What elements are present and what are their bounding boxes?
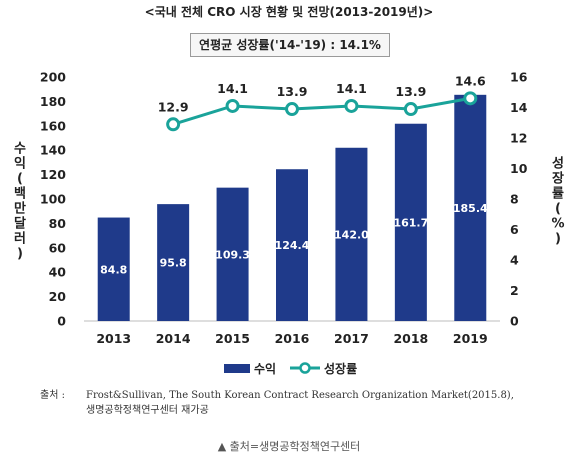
y2-tick-16: 16 — [510, 70, 528, 85]
y-tick-180: 180 — [40, 94, 66, 109]
y2-tick-6: 6 — [510, 222, 519, 237]
source-label: 출처 : — [40, 390, 65, 401]
bar-2019 — [454, 94, 487, 321]
y-tick-60: 60 — [49, 240, 67, 255]
x-tick-2018: 2018 — [393, 331, 428, 346]
y2-tick-12: 12 — [510, 131, 527, 146]
bars-group — [97, 94, 487, 321]
y-tick-120: 120 — [40, 167, 66, 182]
x-tick-2013: 2013 — [96, 331, 131, 346]
bar-label-2016: 124.4 — [275, 239, 310, 252]
y-tick-80: 80 — [49, 216, 67, 231]
growth-marker-2015 — [225, 98, 240, 113]
y-tick-160: 160 — [40, 118, 66, 133]
legend-line-label: 성장률 — [324, 362, 357, 376]
x-tick-2015: 2015 — [215, 331, 250, 346]
x-tick-2016: 2016 — [275, 331, 310, 346]
left-axis-ticks: 0 20 40 60 80 100 120 140 160 180 200 — [40, 70, 66, 329]
x-tick-2014: 2014 — [156, 331, 191, 346]
source-line2: 생명공학정책연구센터 재가공 — [86, 405, 209, 416]
bar-label-2014: 95.8 — [160, 257, 187, 270]
growth-labels: 12.9 14.1 13.9 14.1 13.9 14.6 — [158, 73, 486, 114]
cagr-box: 연평균 성장률('14-'19) : 14.1% — [190, 33, 390, 57]
y2-tick-14: 14 — [510, 100, 528, 115]
bar-label-2018: 161.7 — [393, 216, 428, 229]
legend: 수익 성장률 — [224, 362, 357, 376]
growth-label-2018: 13.9 — [395, 84, 426, 99]
source-note: 출처 : Frost&Sullivan, The South Korean Con… — [40, 388, 565, 418]
bar-label-2019: 185.4 — [453, 202, 488, 215]
bar-label-2015: 109.3 — [215, 248, 250, 261]
legend-bar-label: 수익 — [254, 362, 276, 376]
bar-label-2017: 142.0 — [334, 228, 369, 241]
y-tick-40: 40 — [49, 265, 67, 280]
bar-2014 — [157, 204, 190, 321]
y2-tick-0: 0 — [510, 314, 519, 329]
legend-bar-swatch — [224, 364, 250, 373]
y2-axis-label: 성 장 률(%) — [551, 157, 564, 247]
y-tick-100: 100 — [40, 192, 66, 207]
y2-tick-4: 4 — [510, 253, 519, 268]
source-line1: Frost&Sullivan, The South Korean Contrac… — [86, 390, 514, 401]
growth-marker-2018 — [403, 102, 418, 117]
growth-marker-2017 — [344, 98, 359, 113]
y-tick-0: 0 — [57, 314, 66, 329]
y-tick-20: 20 — [49, 289, 67, 304]
bar-2016 — [276, 169, 308, 321]
bar-label-2013: 84.8 — [100, 263, 127, 276]
growth-marker-2014 — [166, 117, 181, 132]
growth-line — [172, 96, 471, 126]
growth-label-2017: 14.1 — [336, 81, 367, 96]
photo-credit: ▲ 출처=생명공학정책연구센터 — [217, 440, 361, 453]
legend-line-marker — [299, 362, 311, 374]
x-tick-2019: 2019 — [453, 331, 488, 346]
x-axis-ticks: 2013 2014 2015 2016 2017 2018 2019 — [96, 331, 487, 346]
growth-label-2014: 12.9 — [158, 99, 189, 114]
chart-title: <국내 전체 CRO 시장 현황 및 전망(2013-2019년)> — [144, 5, 434, 19]
growth-marker-2016 — [285, 102, 299, 117]
y2-tick-10: 10 — [510, 161, 528, 176]
growth-label-2016: 13.9 — [277, 84, 308, 99]
growth-markers — [166, 91, 478, 132]
y-tick-140: 140 — [40, 143, 66, 158]
bar-2015 — [216, 187, 249, 321]
bar-2013 — [97, 217, 130, 321]
growth-label-2015: 14.1 — [217, 81, 248, 96]
combo-chart: 0 20 40 60 80 100 120 140 160 180 200 0 2 4 6 8 10 12 14 1… — [14, 70, 565, 377]
bar-2018 — [394, 123, 427, 321]
x-tick-2017: 2017 — [334, 331, 369, 346]
right-axis-ticks: 0 2 4 6 8 10 12 14 16 — [510, 70, 528, 329]
growth-label-2019: 14.6 — [455, 73, 486, 88]
y-axis-label: 수 익(백 만 달 러) — [14, 142, 26, 262]
y2-tick-8: 8 — [510, 192, 519, 207]
y-tick-200: 200 — [40, 70, 66, 85]
bar-labels-group: 84.8 95.8 109.3 124.4 142.0 161.7 185.4 — [100, 202, 488, 276]
bar-2017 — [335, 147, 368, 321]
growth-marker-2019 — [463, 91, 478, 106]
y2-tick-2: 2 — [510, 283, 519, 298]
